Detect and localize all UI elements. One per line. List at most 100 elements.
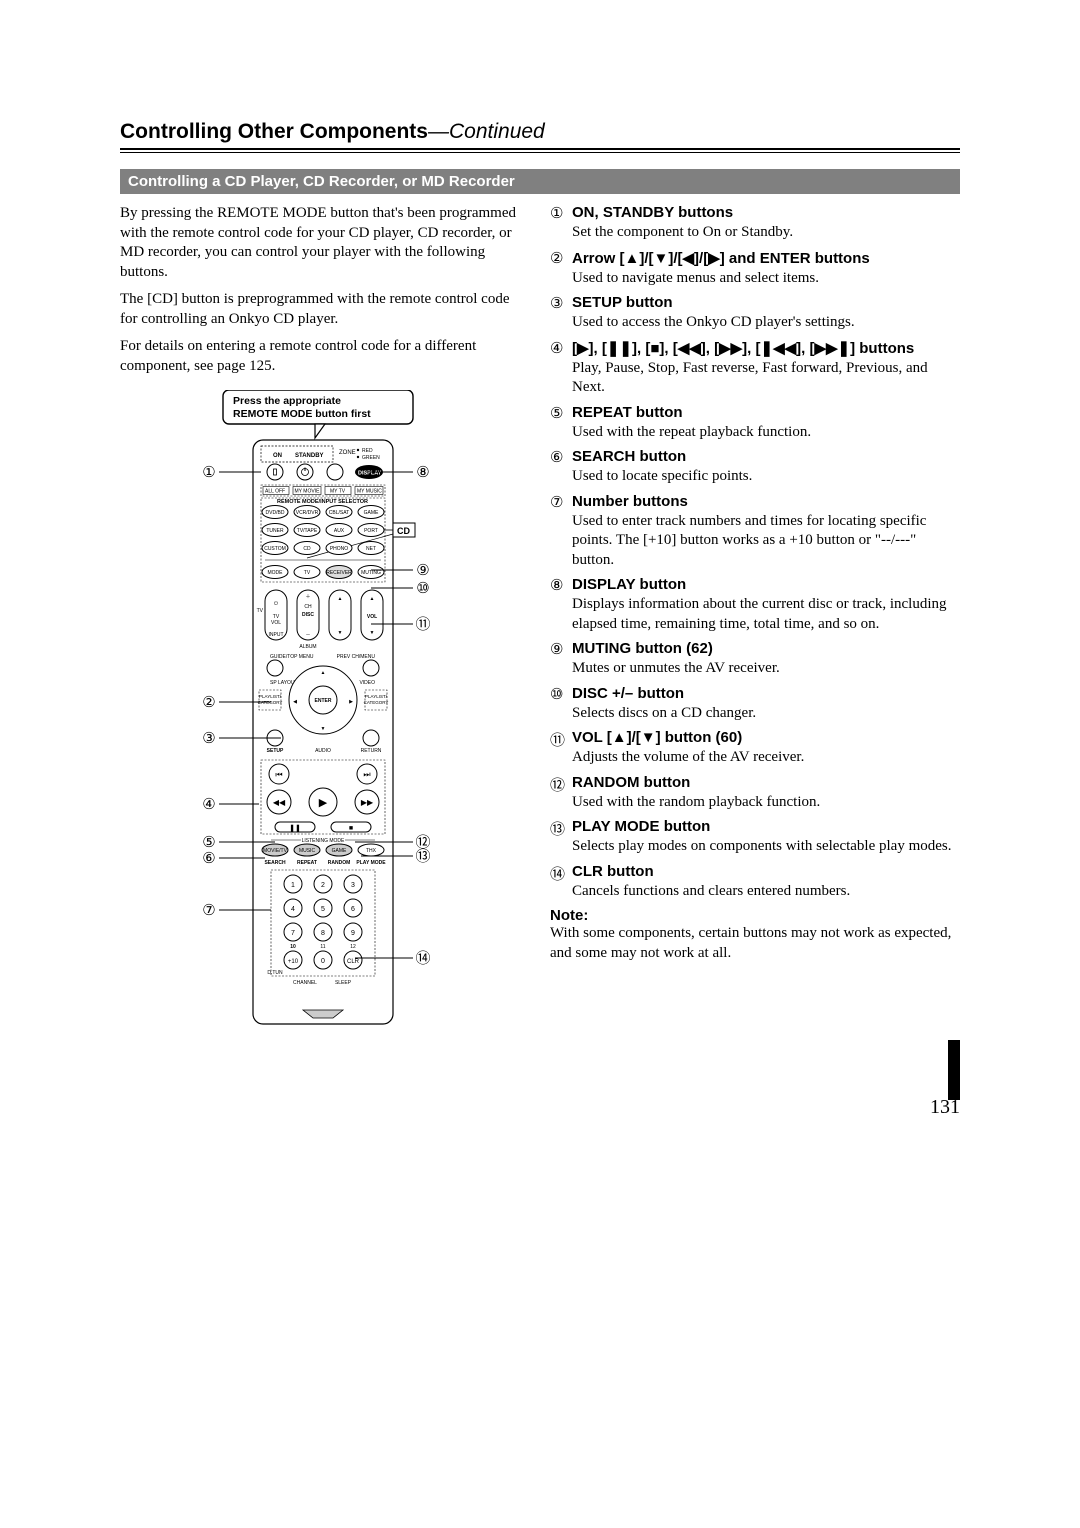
svg-text:②: ② [202, 694, 215, 711]
button-text: SETUP buttonUsed to access the Onkyo CD … [572, 294, 855, 333]
svg-text:VOL: VOL [271, 620, 281, 626]
svg-text:◀: ◀ [293, 699, 297, 705]
button-title: [▶], [❚❚], [■], [◀◀], [▶▶], [❚◀◀], [▶▶❚]… [572, 340, 914, 357]
svg-text:10: 10 [290, 944, 296, 950]
svg-text:THX: THX [366, 848, 377, 854]
svg-text:ENTER: ENTER [315, 698, 332, 704]
button-item: ⑨MUTING button (62)Mutes or unmutes the … [550, 640, 960, 679]
button-desc: Used to locate specific points. [572, 467, 752, 487]
svg-text:PLAY MODE: PLAY MODE [356, 860, 386, 866]
button-desc: Mutes or unmutes the AV receiver. [572, 659, 780, 679]
svg-text:1: 1 [291, 882, 295, 889]
svg-text:VOL: VOL [367, 614, 377, 620]
svg-text:7: 7 [291, 930, 295, 937]
button-desc: Selects discs on a CD changer. [572, 704, 756, 724]
button-title: CLR button [572, 863, 654, 880]
button-text: MUTING button (62) Mutes or unmutes the A… [572, 640, 780, 679]
button-text: PLAY MODE button Selects play modes on co… [572, 818, 952, 857]
svg-text:TUNER: TUNER [266, 528, 284, 534]
svg-text:⑤: ⑤ [202, 834, 215, 851]
button-desc: Used with the repeat playback function. [572, 423, 811, 443]
svg-text:▲: ▲ [321, 670, 326, 676]
svg-text:11: 11 [320, 944, 325, 950]
svg-text:MUTING: MUTING [361, 570, 381, 576]
remote-svg: Press the appropriate REMOTE MODE button… [175, 390, 465, 1036]
hint-bubble: Press the appropriate REMOTE MODE button… [223, 390, 413, 438]
button-item: ③SETUP buttonUsed to access the Onkyo CD… [550, 294, 960, 333]
svg-text:⏮: ⏮ [275, 770, 282, 779]
button-item: ⑭CLR button Cancels functions and clears … [550, 863, 960, 902]
button-item: ⑬PLAY MODE buttonSelects play modes on c… [550, 818, 960, 857]
svg-text:GAME: GAME [364, 510, 379, 516]
button-item: ⑫RANDOM buttonUsed with the random playb… [550, 774, 960, 813]
button-item: ⑧DISPLAY buttonDisplays information abou… [550, 576, 960, 634]
button-item: ⑩DISC +/– buttonSelects discs on a CD ch… [550, 685, 960, 724]
button-num: ① [550, 204, 572, 243]
button-num: ⑪ [550, 729, 572, 768]
button-desc: Selects play modes on components with se… [572, 837, 952, 857]
svg-text:MUSIC: MUSIC [299, 848, 316, 854]
svg-text:6: 6 [351, 906, 355, 913]
button-text: ON, STANDBY buttonsSet the component to … [572, 204, 793, 243]
button-item: ④[▶], [❚❚], [■], [◀◀], [▶▶], [❚◀◀], [▶▶❚… [550, 339, 960, 398]
svg-text:GREEN: GREEN [362, 455, 380, 461]
button-item: ①ON, STANDBY buttonsSet the component to… [550, 204, 960, 243]
button-text: SEARCH buttonUsed to locate specific poi… [572, 448, 752, 487]
button-title: Arrow [▲]/[▼]/[◀]/[▶] and ENTER buttons [572, 250, 870, 267]
svg-text:CUSTOM: CUSTOM [264, 546, 286, 552]
svg-text:12: 12 [350, 944, 356, 950]
svg-text:TV/TAPE: TV/TAPE [297, 528, 318, 534]
button-num: ④ [550, 339, 572, 398]
button-item: ⑤REPEAT buttonUsed with the repeat playb… [550, 404, 960, 443]
svg-text:▶▶: ▶▶ [361, 798, 374, 807]
remote-illustration: Press the appropriate REMOTE MODE button… [120, 390, 520, 1036]
button-num: ⑧ [550, 576, 572, 634]
button-title: PLAY MODE button [572, 818, 710, 835]
button-title: Number buttons [572, 493, 688, 510]
intro-p2: The [CD] button is preprogrammed with th… [120, 290, 520, 329]
svg-text:NET: NET [366, 546, 376, 552]
svg-text:－: － [305, 632, 310, 638]
section-title-bar: Controlling a CD Player, CD Recorder, or… [120, 169, 960, 194]
header-title-continued: —Continued [428, 120, 545, 143]
button-text: Number buttonsUsed to enter track number… [572, 493, 960, 571]
header-rule-top [120, 148, 960, 150]
button-item: ⑦Number buttonsUsed to enter track numbe… [550, 493, 960, 571]
svg-text:MOVIE/TV: MOVIE/TV [263, 848, 288, 854]
svg-text:❚❚: ❚❚ [289, 824, 301, 832]
button-num: ⑫ [550, 774, 572, 813]
svg-text:VCR/DVR: VCR/DVR [296, 510, 319, 516]
svg-text:AUDIO: AUDIO [315, 748, 331, 754]
header-rule-bot [120, 152, 960, 153]
svg-text:▼: ▼ [370, 630, 375, 636]
button-desc: Cancels functions and clears entered num… [572, 882, 850, 902]
svg-text:CD: CD [397, 526, 410, 536]
button-text: DISC +/– buttonSelects discs on a CD cha… [572, 685, 756, 724]
svg-text:CATEGORY: CATEGORY [364, 700, 389, 705]
header-title-main: Controlling Other Components [120, 120, 428, 143]
svg-text:CLR: CLR [347, 959, 360, 965]
button-num: ⑭ [550, 863, 572, 902]
button-text: VOL [▲]/[▼] button (60)Adjusts the volum… [572, 729, 804, 768]
svg-text:GUIDE/TOP MENU: GUIDE/TOP MENU [270, 654, 314, 660]
button-num: ③ [550, 294, 572, 333]
svg-text:MY MOVIE: MY MOVIE [295, 489, 321, 495]
button-text: REPEAT buttonUsed with the repeat playba… [572, 404, 811, 443]
button-text: DISPLAY buttonDisplays information about… [572, 576, 960, 634]
svg-text:REPEAT: REPEAT [297, 860, 317, 866]
svg-text:MY MUSIC: MY MUSIC [357, 489, 382, 495]
svg-text:STANDBY: STANDBY [295, 453, 324, 459]
svg-text:PORT: PORT [364, 528, 378, 534]
svg-text:D.TUN: D.TUN [267, 970, 283, 976]
svg-text:■: ■ [349, 825, 353, 832]
button-title: MUTING button (62) [572, 640, 713, 657]
svg-text:ALBUM: ALBUM [299, 644, 316, 650]
button-num: ⑩ [550, 685, 572, 724]
button-title: VOL [▲]/[▼] button (60) [572, 729, 742, 746]
svg-text:①: ① [202, 464, 215, 481]
button-title: RANDOM button [572, 774, 690, 791]
header-title: Controlling Other Components—Continued [120, 120, 545, 143]
svg-text:⑪: ⑪ [415, 616, 430, 633]
svg-text:8: 8 [321, 930, 325, 937]
svg-text:RECEIVER: RECEIVER [326, 570, 352, 576]
